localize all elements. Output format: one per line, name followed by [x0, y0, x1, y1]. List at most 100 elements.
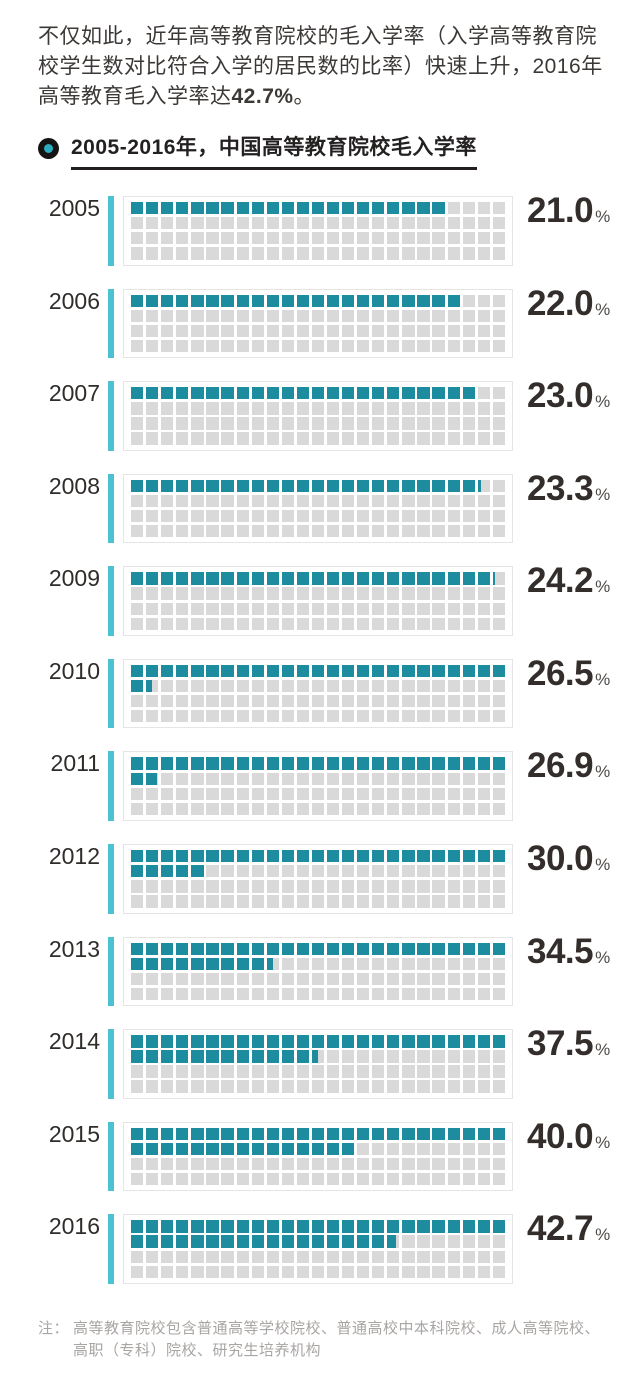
- waffle-cell: [266, 710, 279, 723]
- waffle-cell: [206, 1142, 219, 1156]
- waffle-cell: [176, 664, 189, 678]
- waffle-cell: [477, 679, 490, 693]
- waffle-cell: [161, 217, 174, 230]
- waffle-cell: [372, 880, 385, 893]
- chart-row-2015: 2015 40.0%: [36, 1117, 640, 1192]
- waffle-cell: [432, 1035, 445, 1048]
- bullet-dot-icon: [44, 144, 53, 153]
- waffle-cell: [326, 987, 340, 1001]
- waffle-cell: [206, 602, 219, 615]
- waffle-cell: [447, 972, 460, 986]
- waffle-cell: [477, 1127, 490, 1141]
- waffle-cell: [161, 957, 174, 971]
- waffle-cell: [477, 695, 490, 708]
- waffle-cell: [447, 494, 460, 508]
- waffle-cell: [266, 1157, 279, 1171]
- waffle-cell: [462, 664, 475, 678]
- waffle-cell: [296, 1265, 310, 1278]
- waffle-cell: [432, 232, 445, 245]
- waffle-cell: [191, 1142, 204, 1156]
- waffle-cell: [251, 1127, 264, 1141]
- waffle-cell: [251, 695, 264, 708]
- waffle-cell: [447, 309, 460, 322]
- waffle-cell: [326, 294, 340, 307]
- waffle-cell: [477, 1080, 490, 1093]
- waffle-cell: [251, 664, 264, 678]
- waffle-cell: [251, 865, 264, 878]
- waffle-cell: [326, 417, 340, 430]
- waffle-cell: [326, 972, 340, 986]
- waffle-cell: [387, 294, 400, 307]
- waffle-cell: [206, 772, 219, 785]
- waffle-cell: [296, 987, 310, 1001]
- waffle-cell: [161, 417, 174, 430]
- waffle-cell: [492, 479, 505, 493]
- waffle-cell: [326, 432, 340, 445]
- waffle-cell: [131, 802, 144, 816]
- waffle-cell: [161, 895, 174, 908]
- waffle-cell: [477, 494, 490, 508]
- percent-symbol: %: [595, 577, 611, 597]
- waffle-cell: [191, 1080, 204, 1093]
- waffle-cell: [462, 525, 475, 538]
- waffle-cell: [161, 587, 174, 600]
- waffle-cell: [281, 509, 294, 523]
- waffle-cell: [266, 957, 279, 971]
- waffle-cell: [221, 1142, 234, 1156]
- waffle-cell: [492, 1142, 505, 1156]
- waffle-cell: [492, 679, 505, 693]
- waffle-cell: [221, 339, 234, 353]
- waffle-cell: [342, 1157, 355, 1171]
- waffle-cell: [311, 339, 325, 353]
- waffle-cell: [176, 1157, 189, 1171]
- waffle-cell: [357, 525, 370, 538]
- waffle-cell: [296, 247, 310, 260]
- waffle-cell: [266, 664, 279, 678]
- waffle-cell: [492, 294, 505, 307]
- waffle-cell: [402, 202, 415, 215]
- waffle-cell: [462, 1050, 475, 1063]
- waffle-cell: [372, 602, 385, 615]
- waffle-cell: [402, 1080, 415, 1093]
- waffle-cell: [296, 479, 310, 493]
- value-label: 37.5%: [527, 1025, 610, 1099]
- waffle-cell: [432, 432, 445, 445]
- waffle-cell: [251, 572, 264, 585]
- waffle-cell: [251, 987, 264, 1001]
- waffle-cell: [191, 525, 204, 538]
- waffle-cell: [417, 494, 430, 508]
- waffle-cell: [296, 587, 310, 600]
- percent-symbol: %: [595, 669, 611, 689]
- waffle-cell: [281, 1173, 294, 1186]
- waffle-cell: [311, 232, 325, 245]
- waffle-cell: [131, 1127, 144, 1141]
- waffle-cell: [206, 957, 219, 971]
- waffle-cell: [191, 309, 204, 322]
- chart-rows: 2005 21.0% 2006 22.0% 2007 23.0% 2008 23.3% 2009…: [36, 192, 640, 1284]
- waffle-cell: [326, 232, 340, 245]
- waffle-cell: [447, 895, 460, 908]
- waffle-cell: [296, 679, 310, 693]
- waffle-cell: [131, 509, 144, 523]
- waffle-cell: [131, 1065, 144, 1078]
- value-label: 30.0%: [527, 840, 610, 914]
- waffle-cell: [281, 1235, 294, 1248]
- waffle-cell: [191, 587, 204, 600]
- waffle-cell: [417, 802, 430, 816]
- waffle-cell: [326, 217, 340, 230]
- waffle-cell: [417, 1127, 430, 1141]
- waffle-cell: [387, 1127, 400, 1141]
- waffle-cell: [417, 880, 430, 893]
- waffle-cell: [221, 865, 234, 878]
- waffle-cell: [326, 1250, 340, 1263]
- waffle-cell: [251, 247, 264, 260]
- waffle-cell: [281, 432, 294, 445]
- waffle-cell: [432, 572, 445, 585]
- waffle-cell: [462, 880, 475, 893]
- waffle-cell: [326, 1235, 340, 1248]
- waffle-cell: [191, 509, 204, 523]
- waffle-cell: [432, 1080, 445, 1093]
- waffle-cell: [387, 1080, 400, 1093]
- waffle-cell: [477, 339, 490, 353]
- waffle-cell: [251, 772, 264, 785]
